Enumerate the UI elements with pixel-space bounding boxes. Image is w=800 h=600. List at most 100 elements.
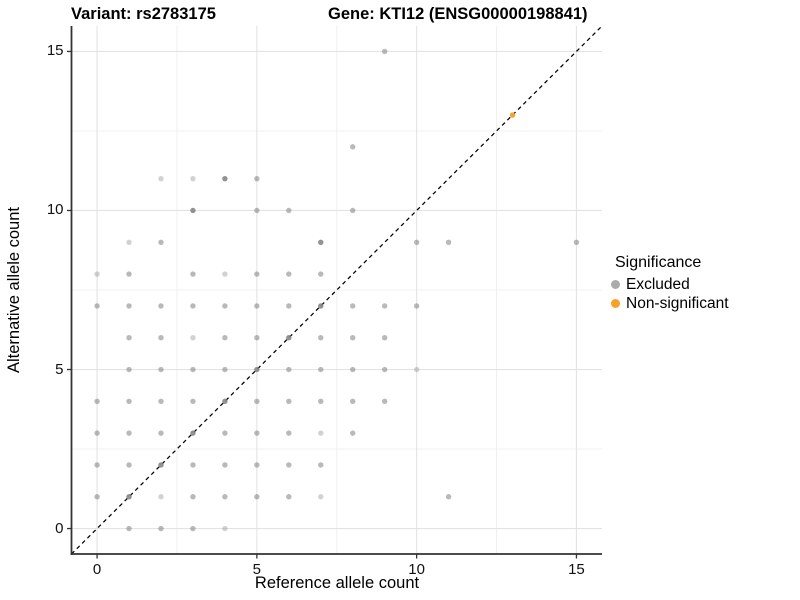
data-point-excluded: [190, 207, 196, 214]
data-point-excluded: [190, 462, 196, 468]
data-point-excluded: [94, 494, 100, 500]
data-point-excluded: [222, 303, 228, 309]
data-point-excluded: [158, 303, 164, 309]
data-point-excluded: [190, 398, 196, 405]
data-point-excluded: [94, 271, 100, 277]
y-axis-title: Alternative allele count: [5, 207, 23, 374]
data-point-excluded: [254, 207, 260, 214]
data-point-excluded: [254, 303, 260, 309]
data-point-excluded: [190, 494, 196, 500]
data-point-excluded: [94, 303, 100, 309]
data-point-excluded: [222, 366, 228, 373]
data-point-excluded: [350, 398, 356, 405]
data-point-excluded: [222, 398, 228, 405]
data-point-excluded: [286, 430, 292, 436]
data-point-excluded: [318, 462, 324, 468]
data-point-excluded: [254, 494, 260, 500]
data-point-excluded: [413, 303, 420, 309]
data-point-excluded: [190, 366, 196, 373]
data-point-excluded: [222, 494, 228, 500]
y-tick-label: 10: [46, 201, 64, 219]
legend-dot-icon: [611, 280, 620, 289]
data-point-excluded: [318, 398, 324, 405]
y-tick-label: 5: [55, 360, 64, 378]
data-point-excluded: [350, 303, 356, 309]
data-point-excluded: [158, 239, 164, 245]
data-point-excluded: [126, 366, 132, 373]
data-point-excluded: [126, 462, 132, 468]
data-point-excluded: [158, 494, 164, 500]
data-point-excluded: [254, 462, 260, 468]
data-point-excluded: [158, 335, 164, 341]
data-point-excluded: [318, 366, 324, 373]
data-point-excluded: [254, 366, 260, 373]
legend-item-label: Non-significant: [626, 294, 729, 312]
data-point-excluded: [318, 239, 324, 245]
data-point-excluded: [126, 494, 132, 500]
data-point-excluded: [158, 366, 164, 373]
plot-title-variant: Variant: rs2783175: [71, 5, 216, 23]
data-point-excluded: [381, 48, 388, 55]
legend: Significance Excluded Non-significant: [611, 254, 729, 313]
data-point-excluded: [190, 175, 196, 182]
data-point-excluded: [190, 525, 196, 532]
legend-item-non-significant: Non-significant: [611, 294, 729, 313]
data-point-excluded: [254, 398, 260, 405]
data-point-excluded: [413, 366, 420, 373]
data-point-non-significant: [509, 112, 516, 118]
x-tick-label: 5: [252, 561, 262, 578]
data-point-excluded: [126, 303, 132, 309]
data-point-excluded: [190, 303, 196, 309]
data-point-excluded: [318, 494, 324, 500]
data-point-excluded: [158, 175, 164, 182]
data-point-excluded: [126, 239, 132, 245]
data-point-excluded: [286, 366, 292, 373]
data-point-excluded: [222, 525, 228, 532]
data-point-excluded: [350, 335, 356, 341]
data-point-excluded: [445, 494, 452, 500]
data-point-excluded: [158, 430, 164, 436]
data-point-excluded: [222, 430, 228, 436]
legend-item-label: Excluded: [626, 275, 690, 293]
data-point-excluded: [94, 462, 100, 468]
data-point-excluded: [381, 303, 388, 309]
data-point-excluded: [350, 430, 356, 436]
x-axis-title: Reference allele count: [254, 574, 420, 592]
data-point-excluded: [254, 271, 260, 277]
data-point-excluded: [94, 430, 100, 436]
data-point-excluded: [286, 462, 292, 468]
legend-title: Significance: [615, 254, 702, 271]
data-point-excluded: [286, 335, 292, 341]
data-point-excluded: [286, 303, 292, 309]
data-point-excluded: [126, 398, 132, 405]
legend-item-excluded: Excluded: [611, 275, 729, 294]
data-point-excluded: [318, 430, 324, 436]
data-point-excluded: [381, 366, 388, 373]
data-point-excluded: [158, 462, 164, 468]
data-point-excluded: [254, 175, 260, 182]
x-tick-label: 15: [568, 561, 585, 578]
x-tick-label: 10: [408, 561, 425, 578]
data-point-excluded: [350, 144, 356, 150]
data-point-excluded: [126, 335, 132, 341]
data-point-excluded: [190, 335, 196, 341]
x-tick-label: 0: [92, 561, 102, 578]
data-point-excluded: [381, 335, 388, 341]
data-point-excluded: [126, 430, 132, 436]
legend-dot-icon: [611, 299, 620, 308]
data-point-excluded: [413, 239, 420, 245]
data-point-excluded: [318, 335, 324, 341]
data-point-excluded: [222, 335, 228, 341]
data-point-excluded: [222, 175, 228, 182]
data-point-excluded: [190, 271, 196, 277]
data-point-excluded: [318, 303, 324, 309]
data-point-excluded: [158, 398, 164, 405]
data-point-excluded: [254, 335, 260, 341]
data-point-excluded: [318, 271, 324, 277]
data-point-excluded: [286, 207, 292, 214]
plot-title-gene: Gene: KTI12 (ENSG00000198841): [328, 5, 588, 23]
y-tick-label: 0: [55, 519, 64, 537]
y-tick-label: 15: [46, 42, 64, 60]
